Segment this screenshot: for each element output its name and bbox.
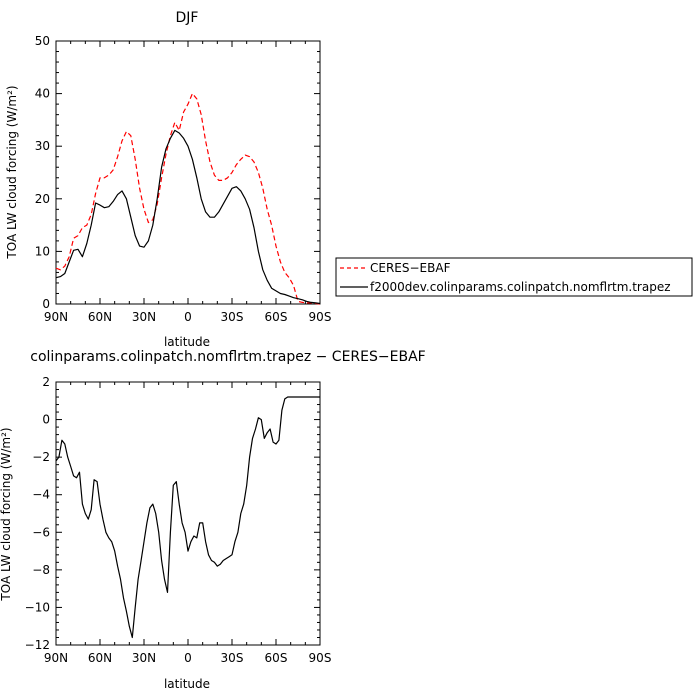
top-chart-x-tick-label: 60N <box>88 310 112 324</box>
bottom-chart-y-axis-label: TOA LW cloud forcing (W/m²) <box>0 427 13 601</box>
top-chart-axes: 90N 60N 30N 0 30S 60S 90S 0 10 20 30 40 50 <box>35 34 332 324</box>
bottom-chart-title: colinparams.colinpatch.nomflrtm.trapez −… <box>30 349 425 365</box>
top-chart-y-tick-label: 20 <box>35 192 50 206</box>
top-chart-y-tick-label: 0 <box>42 297 50 311</box>
bottom-chart-series <box>55 396 320 639</box>
top-chart-x-tick-label: 0 <box>184 310 192 324</box>
bottom-chart-y-tick-label: −12 <box>25 638 50 652</box>
bottom-chart-x-tick-label: 60S <box>265 651 288 665</box>
bottom-chart-series-line-0 <box>55 396 320 639</box>
legend-label-model: f2000dev.colinparams.colinpatch.nomflrtm… <box>370 280 671 294</box>
bottom-chart-y-tick-label: 2 <box>42 375 50 389</box>
top-chart-y-tick-label: 30 <box>35 139 50 153</box>
top-chart-x-tick-label: 30S <box>221 310 244 324</box>
top-chart-y-tick-label: 10 <box>35 244 50 258</box>
bottom-chart-x-tick-label: 0 <box>184 651 192 665</box>
bottom-chart-y-tick-label: 0 <box>42 413 50 427</box>
top-chart-x-tick-label: 90S <box>309 310 332 324</box>
top-chart-y-axis-label: TOA LW cloud forcing (W/m²) <box>5 85 19 259</box>
top-chart-series-line-0 <box>55 92 321 305</box>
bottom-chart-x-tick-label: 90S <box>309 651 332 665</box>
top-chart-series-line-1 <box>55 129 321 305</box>
top-chart-x-tick-label: 90N <box>44 310 68 324</box>
bottom-chart-y-tick-label: −8 <box>32 563 50 577</box>
legend-label-ceres: CERES−EBAF <box>370 261 451 275</box>
top-chart-x-tick-label: 60S <box>265 310 288 324</box>
bottom-chart-axes: 90N 60N 30N 0 30S 60S 90S −12 −10 −8 −6 −4 −2 0 2 <box>25 375 332 665</box>
top-chart-title: DJF <box>176 10 199 26</box>
top-chart-y-tick-label: 50 <box>35 34 50 48</box>
bottom-chart-y-tick-label: −6 <box>32 525 50 539</box>
top-chart: DJF latitude TOA LW cloud forcing (W/m²)… <box>5 10 331 349</box>
bottom-chart-x-tick-label: 30N <box>132 651 156 665</box>
bottom-chart-y-tick-label: −10 <box>25 600 50 614</box>
top-chart-x-axis-label: latitude <box>164 335 210 349</box>
bottom-chart-y-tick-label: −4 <box>32 488 50 502</box>
bottom-chart-x-tick-label: 60N <box>88 651 112 665</box>
top-chart-x-tick-label: 30N <box>132 310 156 324</box>
top-chart-plot-frame <box>55 40 321 305</box>
top-chart-series <box>55 92 321 305</box>
bottom-chart-x-tick-label: 90N <box>44 651 68 665</box>
bottom-chart: colinparams.colinpatch.nomflrtm.trapez −… <box>0 349 426 691</box>
bottom-chart-x-axis-label: latitude <box>164 677 210 691</box>
bottom-chart-x-tick-label: 30S <box>221 651 244 665</box>
legend-box <box>335 257 693 297</box>
top-chart-y-tick-label: 40 <box>35 87 50 101</box>
bottom-chart-y-tick-label: −2 <box>32 450 50 464</box>
legend: CERES−EBAF f2000dev.colinparams.colinpat… <box>335 257 693 297</box>
